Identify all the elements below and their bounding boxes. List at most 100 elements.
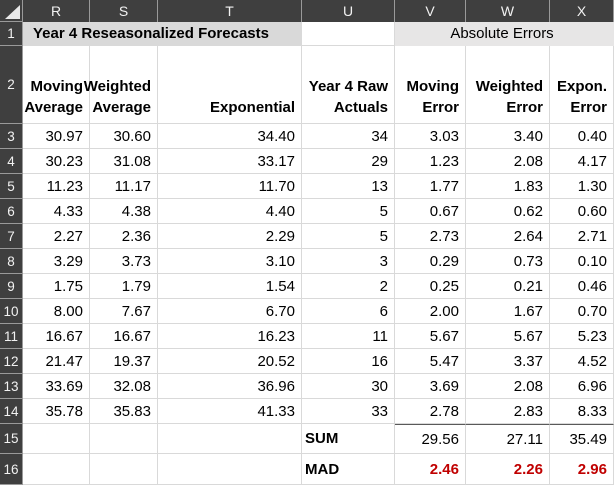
- row-header-7[interactable]: 7: [0, 224, 23, 249]
- row-header-3[interactable]: 3: [0, 124, 23, 149]
- column-header-r[interactable]: R: [23, 0, 90, 22]
- sum-label-cell[interactable]: SUM: [302, 424, 395, 454]
- cell[interactable]: 2.64: [466, 224, 550, 249]
- cell[interactable]: 2.27: [23, 224, 90, 249]
- caption-weighted-error[interactable]: Weighted Error: [466, 46, 550, 124]
- column-header-t[interactable]: T: [158, 0, 302, 22]
- caption-expon-error[interactable]: Expon. Error: [550, 46, 614, 124]
- row-header-15[interactable]: 15: [0, 424, 23, 454]
- cell[interactable]: 2.08: [466, 149, 550, 174]
- row-header-10[interactable]: 10: [0, 299, 23, 324]
- cell[interactable]: 2.08: [466, 374, 550, 399]
- cell[interactable]: 3.10: [158, 249, 302, 274]
- cell[interactable]: 5.67: [395, 324, 466, 349]
- cell-t16-empty[interactable]: [158, 454, 302, 485]
- cell[interactable]: 31.08: [90, 149, 158, 174]
- cell[interactable]: 0.21: [466, 274, 550, 299]
- cell[interactable]: 5.67: [466, 324, 550, 349]
- column-header-x[interactable]: X: [550, 0, 614, 22]
- caption-exponential[interactable]: Exponential: [158, 46, 302, 124]
- cell[interactable]: 35.78: [23, 399, 90, 424]
- cell[interactable]: 3.03: [395, 124, 466, 149]
- cell[interactable]: 1.54: [158, 274, 302, 299]
- cell[interactable]: 30.60: [90, 124, 158, 149]
- cell[interactable]: 3.69: [395, 374, 466, 399]
- cell[interactable]: 5: [302, 224, 395, 249]
- cell[interactable]: 11: [302, 324, 395, 349]
- row-header-9[interactable]: 9: [0, 274, 23, 299]
- cell[interactable]: 41.33: [158, 399, 302, 424]
- cell[interactable]: 1.77: [395, 174, 466, 199]
- cell[interactable]: 20.52: [158, 349, 302, 374]
- cell[interactable]: 33.69: [23, 374, 90, 399]
- cell[interactable]: 16.23: [158, 324, 302, 349]
- cell[interactable]: 2.00: [395, 299, 466, 324]
- cell[interactable]: 8.33: [550, 399, 614, 424]
- cell[interactable]: 0.10: [550, 249, 614, 274]
- cell[interactable]: 34: [302, 124, 395, 149]
- cell[interactable]: 35.83: [90, 399, 158, 424]
- cell[interactable]: 2.83: [466, 399, 550, 424]
- cell-r15-empty[interactable]: [23, 424, 90, 454]
- cell[interactable]: 19.37: [90, 349, 158, 374]
- sum-expon-cell[interactable]: 35.49: [550, 424, 614, 454]
- mad-moving-cell[interactable]: 2.46: [395, 454, 466, 485]
- cell[interactable]: 5.23: [550, 324, 614, 349]
- column-header-u[interactable]: U: [302, 0, 395, 22]
- row-header-16[interactable]: 16: [0, 454, 23, 485]
- cell[interactable]: 4.17: [550, 149, 614, 174]
- cell[interactable]: 0.40: [550, 124, 614, 149]
- cell[interactable]: 7.67: [90, 299, 158, 324]
- cell[interactable]: 5: [302, 199, 395, 224]
- cell[interactable]: 3.29: [23, 249, 90, 274]
- cell[interactable]: 0.73: [466, 249, 550, 274]
- cell[interactable]: 6: [302, 299, 395, 324]
- cell[interactable]: 30: [302, 374, 395, 399]
- cell[interactable]: 16: [302, 349, 395, 374]
- mad-expon-cell[interactable]: 2.96: [550, 454, 614, 485]
- cell[interactable]: 30.97: [23, 124, 90, 149]
- cell[interactable]: 1.23: [395, 149, 466, 174]
- cell[interactable]: 5.47: [395, 349, 466, 374]
- cell[interactable]: 0.62: [466, 199, 550, 224]
- cell[interactable]: 13: [302, 174, 395, 199]
- cell-t15-empty[interactable]: [158, 424, 302, 454]
- cell[interactable]: 0.67: [395, 199, 466, 224]
- column-header-s[interactable]: S: [90, 0, 158, 22]
- cell[interactable]: 6.96: [550, 374, 614, 399]
- row-header-4[interactable]: 4: [0, 149, 23, 174]
- merged-title-forecasts[interactable]: Year 4 Reseasonalized Forecasts: [23, 22, 302, 46]
- cell[interactable]: 33.17: [158, 149, 302, 174]
- row-header-2[interactable]: 2: [0, 46, 23, 124]
- cell-u1-empty[interactable]: [302, 22, 395, 46]
- cell[interactable]: 1.67: [466, 299, 550, 324]
- caption-year4-raw-actuals[interactable]: Year 4 Raw Actuals: [302, 46, 395, 124]
- cell[interactable]: 29: [302, 149, 395, 174]
- cell-r16-empty[interactable]: [23, 454, 90, 485]
- cell[interactable]: 2.29: [158, 224, 302, 249]
- mad-label-cell[interactable]: MAD: [302, 454, 395, 485]
- column-header-w[interactable]: W: [466, 0, 550, 22]
- row-header-1[interactable]: 1: [0, 22, 23, 46]
- cell[interactable]: 0.29: [395, 249, 466, 274]
- cell[interactable]: 4.38: [90, 199, 158, 224]
- cell[interactable]: 2.71: [550, 224, 614, 249]
- row-header-11[interactable]: 11: [0, 324, 23, 349]
- cell[interactable]: 21.47: [23, 349, 90, 374]
- cell[interactable]: 3.40: [466, 124, 550, 149]
- cell[interactable]: 2.78: [395, 399, 466, 424]
- cell[interactable]: 2.73: [395, 224, 466, 249]
- cell[interactable]: 34.40: [158, 124, 302, 149]
- cell[interactable]: 3.73: [90, 249, 158, 274]
- row-header-12[interactable]: 12: [0, 349, 23, 374]
- row-header-5[interactable]: 5: [0, 174, 23, 199]
- cell[interactable]: 2: [302, 274, 395, 299]
- cell[interactable]: 1.75: [23, 274, 90, 299]
- cell[interactable]: 32.08: [90, 374, 158, 399]
- cell[interactable]: 8.00: [23, 299, 90, 324]
- cell[interactable]: 11.70: [158, 174, 302, 199]
- row-header-6[interactable]: 6: [0, 199, 23, 224]
- cell[interactable]: 4.33: [23, 199, 90, 224]
- cell[interactable]: 33: [302, 399, 395, 424]
- cell[interactable]: 1.79: [90, 274, 158, 299]
